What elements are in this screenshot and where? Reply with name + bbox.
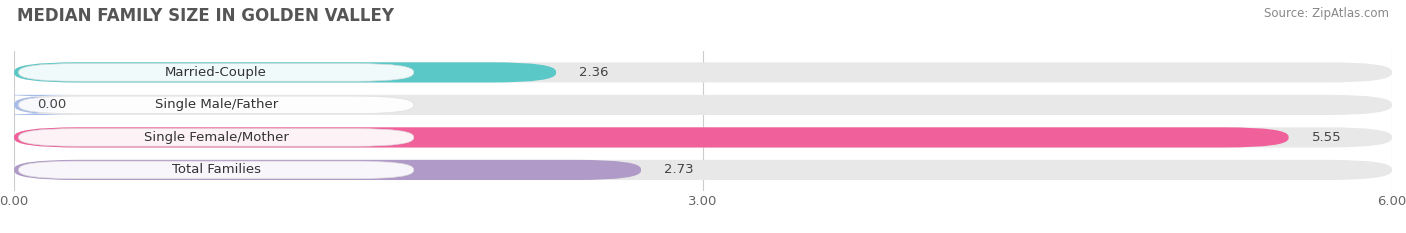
Text: 5.55: 5.55: [1312, 131, 1341, 144]
FancyBboxPatch shape: [18, 64, 413, 81]
Text: Married-Couple: Married-Couple: [166, 66, 267, 79]
FancyBboxPatch shape: [18, 96, 413, 114]
Text: Single Male/Father: Single Male/Father: [155, 98, 278, 111]
FancyBboxPatch shape: [14, 160, 641, 180]
FancyBboxPatch shape: [18, 129, 413, 146]
FancyBboxPatch shape: [14, 127, 1392, 147]
Text: MEDIAN FAMILY SIZE IN GOLDEN VALLEY: MEDIAN FAMILY SIZE IN GOLDEN VALLEY: [17, 7, 394, 25]
Text: 2.36: 2.36: [579, 66, 609, 79]
FancyBboxPatch shape: [14, 127, 1288, 147]
Text: 0.00: 0.00: [37, 98, 66, 111]
Text: Single Female/Mother: Single Female/Mother: [143, 131, 288, 144]
FancyBboxPatch shape: [14, 62, 1392, 82]
FancyBboxPatch shape: [18, 161, 413, 179]
FancyBboxPatch shape: [0, 95, 79, 115]
FancyBboxPatch shape: [14, 160, 1392, 180]
FancyBboxPatch shape: [14, 62, 555, 82]
Text: Source: ZipAtlas.com: Source: ZipAtlas.com: [1264, 7, 1389, 20]
Text: Total Families: Total Families: [172, 163, 260, 176]
FancyBboxPatch shape: [14, 95, 1392, 115]
Text: 2.73: 2.73: [664, 163, 693, 176]
